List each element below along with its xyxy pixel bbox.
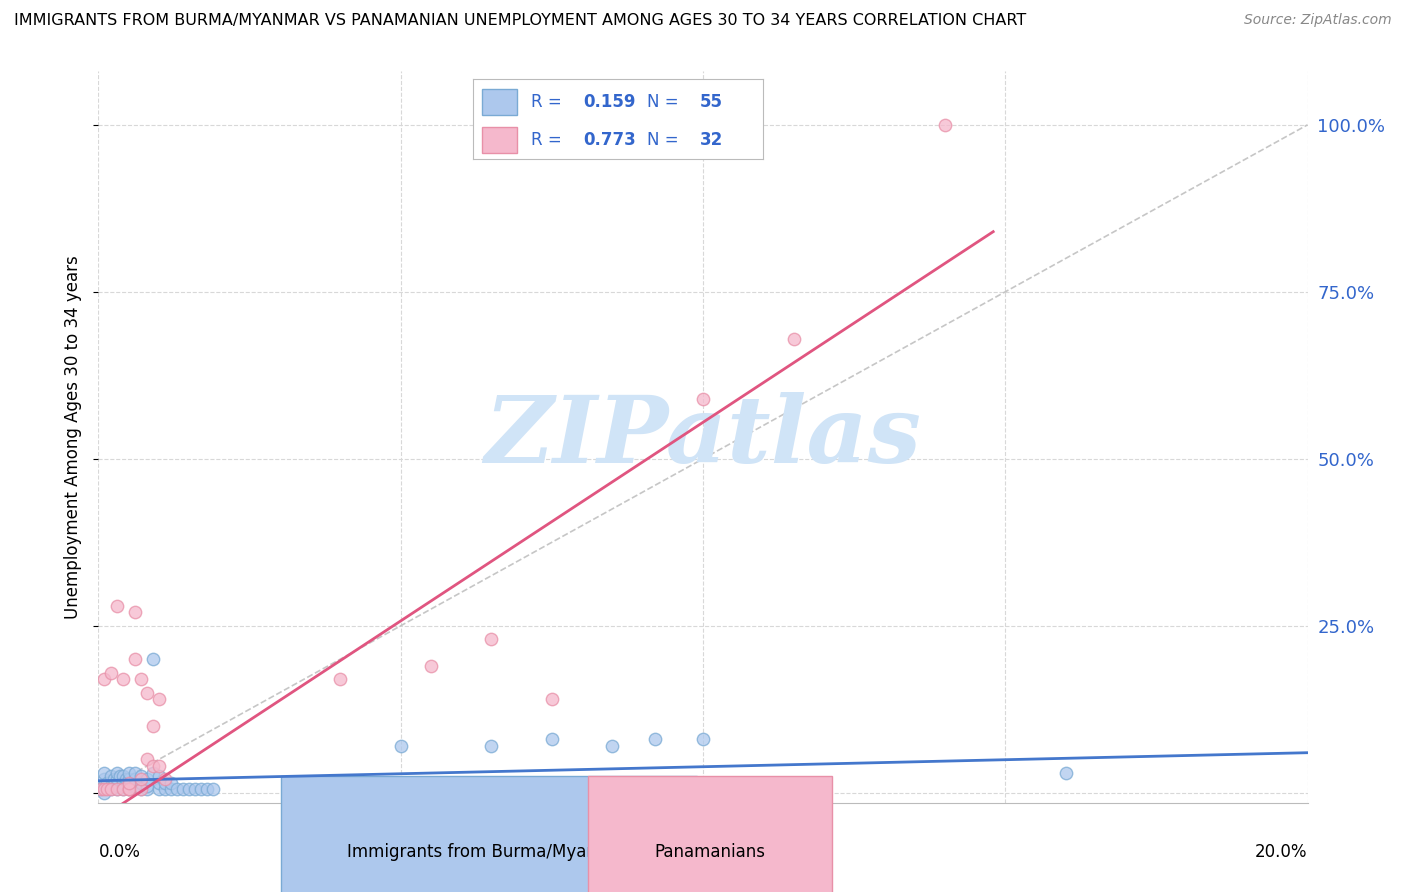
Point <box>420 658 443 673</box>
Point <box>389 739 412 753</box>
Point <box>118 765 141 780</box>
Point <box>100 769 122 783</box>
Point <box>195 782 218 797</box>
Point <box>124 652 146 666</box>
Point <box>93 779 115 793</box>
Point <box>148 692 170 706</box>
Point <box>111 769 134 783</box>
Point <box>153 776 176 790</box>
Point <box>153 782 176 797</box>
Point <box>129 772 152 787</box>
Point <box>118 779 141 793</box>
Point <box>118 776 141 790</box>
Point <box>190 782 212 797</box>
Point <box>114 772 136 787</box>
Point <box>481 739 503 753</box>
Point <box>96 776 118 790</box>
Point <box>148 769 170 783</box>
Text: Immigrants from Burma/Myanmar: Immigrants from Burma/Myanmar <box>347 843 630 861</box>
Point <box>90 782 112 797</box>
Point <box>96 782 118 797</box>
Point <box>135 782 157 797</box>
Point <box>111 782 134 797</box>
Point <box>184 782 207 797</box>
Point <box>93 782 115 797</box>
Point <box>202 782 225 797</box>
Point <box>100 782 122 797</box>
Point <box>160 782 183 797</box>
Point <box>148 759 170 773</box>
Point <box>105 599 128 613</box>
Point <box>93 672 115 686</box>
Point <box>148 782 170 797</box>
Point <box>540 732 562 747</box>
Point <box>540 692 562 706</box>
Point <box>329 672 352 686</box>
Point <box>93 772 115 787</box>
Point <box>783 332 806 346</box>
Point <box>111 782 134 797</box>
Point <box>153 772 176 787</box>
Point <box>934 118 956 132</box>
Point <box>129 776 152 790</box>
Point <box>1054 765 1077 780</box>
Point <box>103 772 125 787</box>
Point <box>118 772 141 787</box>
Point <box>105 782 128 797</box>
Point <box>481 632 503 647</box>
Point <box>142 765 165 780</box>
Point <box>108 769 131 783</box>
Point <box>118 782 141 797</box>
Text: Panamanians: Panamanians <box>655 843 766 861</box>
Point <box>100 782 122 797</box>
Point <box>100 779 122 793</box>
Text: ZIPatlas: ZIPatlas <box>485 392 921 482</box>
Point <box>135 752 157 766</box>
Point <box>111 672 134 686</box>
Point <box>135 685 157 699</box>
Point <box>129 769 152 783</box>
Text: 0.0%: 0.0% <box>98 843 141 861</box>
Text: 20.0%: 20.0% <box>1256 843 1308 861</box>
Point <box>692 732 714 747</box>
Point <box>105 782 128 797</box>
Point <box>105 779 128 793</box>
Point <box>166 782 188 797</box>
Point <box>644 732 666 747</box>
Point <box>93 765 115 780</box>
Point <box>100 665 122 680</box>
Point <box>118 782 141 797</box>
Point <box>93 786 115 800</box>
Text: IMMIGRANTS FROM BURMA/MYANMAR VS PANAMANIAN UNEMPLOYMENT AMONG AGES 30 TO 34 YEA: IMMIGRANTS FROM BURMA/MYANMAR VS PANAMAN… <box>14 13 1026 29</box>
Point <box>111 776 134 790</box>
Point <box>124 765 146 780</box>
Point <box>124 606 146 620</box>
Y-axis label: Unemployment Among Ages 30 to 34 years: Unemployment Among Ages 30 to 34 years <box>65 255 83 619</box>
Point <box>124 772 146 787</box>
Point <box>129 782 152 797</box>
Point <box>135 779 157 793</box>
Point <box>602 739 624 753</box>
Point <box>172 782 194 797</box>
Point <box>105 772 128 787</box>
Point <box>129 672 152 686</box>
Point <box>105 765 128 780</box>
Point <box>142 652 165 666</box>
Point <box>90 782 112 797</box>
Point <box>142 719 165 733</box>
Point <box>692 392 714 406</box>
Point <box>142 759 165 773</box>
Point <box>179 782 201 797</box>
Point <box>129 782 152 797</box>
Text: Source: ZipAtlas.com: Source: ZipAtlas.com <box>1244 13 1392 28</box>
Point <box>160 776 183 790</box>
Point <box>135 772 157 787</box>
Point <box>148 776 170 790</box>
Point <box>118 782 141 797</box>
Point <box>124 779 146 793</box>
